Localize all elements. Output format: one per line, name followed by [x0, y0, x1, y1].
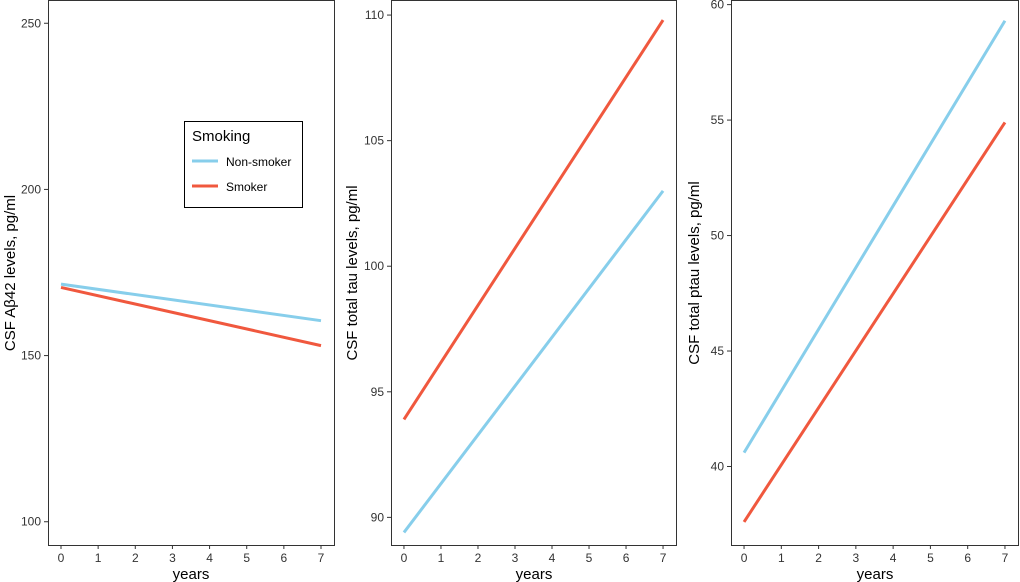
panel-1-y-tick-label: 100	[21, 515, 41, 529]
panel-1-x-axis-title: years	[173, 566, 210, 582]
panel-2-x-tick-label: 1	[438, 551, 445, 565]
panel-3-y-tick-label: 55	[711, 113, 725, 127]
panel-1-x-tick-label: 6	[281, 551, 288, 565]
legend: Smoking Non-smoker Smoker	[184, 121, 303, 208]
panel-3-x-tick-label: 6	[964, 551, 971, 565]
panel-1-x-tick-label: 7	[318, 551, 325, 565]
panel-3-y-tick-label: 40	[711, 459, 725, 473]
panel-1-line-smoker	[60, 285, 322, 348]
panel-3-y-ticks: 40 45 50 55 60	[711, 0, 731, 473]
panel-3-x-tick-label: 4	[890, 551, 897, 565]
panel-1-y-axis-title: CSF Aβ42 levels, pg/ml	[2, 195, 19, 351]
panel-2-x-tick-label: 0	[401, 551, 408, 565]
panel-2-line-smoker	[402, 19, 665, 421]
panel-3-x-tick-label: 2	[815, 551, 822, 565]
panel-2-line-non-smoker	[402, 189, 665, 534]
panel-2-y-tick-label: 95	[371, 385, 385, 399]
panel-3-x-tick-label: 7	[1002, 551, 1009, 565]
panel-3-series	[742, 20, 1007, 523]
panel-2-y-tick-label: 105	[364, 134, 384, 148]
panel-3-y-tick-label: 45	[711, 344, 725, 358]
panel-2-x-tick-label: 7	[660, 551, 667, 565]
panel-1-x-tick-label: 4	[206, 551, 213, 565]
panel-3-x-ticks: 0 1 2 3 4 5 6 7	[741, 545, 1009, 565]
panel-2-x-tick-label: 3	[512, 551, 519, 565]
panel-1-series	[60, 282, 322, 348]
panel-1-x-tick-label: 0	[58, 551, 65, 565]
panel-1-x-tick-label: 2	[132, 551, 139, 565]
panel-3-frame	[731, 0, 1019, 546]
panel-2-y-tick-label: 100	[364, 259, 384, 273]
panel-1: 0 1 2 3 4 5 6 7 100 150 200 250 years CSF Aβ42 lev…	[2, 0, 335, 582]
panel-2-x-tick-label: 6	[623, 551, 630, 565]
legend-box	[184, 121, 303, 208]
legend-label-smoker: Smoker	[226, 180, 267, 194]
panel-3-line-smoker	[742, 121, 1007, 523]
panel-1-y-tick-label: 200	[21, 182, 41, 196]
panel-2-frame	[391, 0, 677, 546]
panel-1-frame	[48, 0, 335, 546]
panel-3-y-tick-label: 60	[711, 0, 725, 12]
panel-3-x-tick-label: 0	[741, 551, 748, 565]
panel-1-x-tick-label: 5	[243, 551, 250, 565]
panel-2-x-axis-title: years	[516, 566, 553, 582]
panel-1-x-tick-label: 1	[95, 551, 102, 565]
panel-2-y-axis-title: CSF total tau levels, pg/ml	[344, 185, 361, 360]
panel-2-x-tick-label: 4	[549, 551, 556, 565]
panel-2: 0 1 2 3 4 5 6 7 90 95 100 105 110 years CSF total t…	[344, 0, 677, 582]
panel-3-x-tick-label: 5	[927, 551, 934, 565]
panel-3-y-axis-title: CSF total ptau levels, pg/ml	[686, 181, 703, 364]
panel-2-series	[402, 19, 665, 534]
panel-3-x-tick-label: 1	[778, 551, 785, 565]
panel-1-line-non-smoker	[60, 282, 322, 323]
panel-3-x-axis-title: years	[857, 566, 894, 582]
panel-2-y-tick-label: 90	[371, 510, 385, 524]
panel-1-y-ticks: 100 150 200 250	[21, 16, 48, 529]
panel-2-x-tick-label: 2	[475, 551, 482, 565]
panel-3-x-tick-label: 3	[853, 551, 860, 565]
panel-1-y-tick-label: 150	[21, 349, 41, 363]
panel-2-x-tick-label: 5	[586, 551, 593, 565]
panel-1-x-ticks: 0 1 2 3 4 5 6 7	[58, 545, 325, 565]
panel-2-y-ticks: 90 95 100 105 110	[364, 8, 391, 524]
legend-label-non-smoker: Non-smoker	[226, 155, 291, 169]
legend-title: Smoking	[192, 128, 250, 145]
panel-3-y-tick-label: 50	[711, 229, 725, 243]
panel-1-y-tick-label: 250	[21, 16, 41, 30]
panel-1-x-tick-label: 3	[169, 551, 176, 565]
panel-2-y-tick-label: 110	[365, 8, 384, 22]
panel-2-x-ticks: 0 1 2 3 4 5 6 7	[401, 545, 667, 565]
panel-3-line-non-smoker	[742, 20, 1007, 454]
